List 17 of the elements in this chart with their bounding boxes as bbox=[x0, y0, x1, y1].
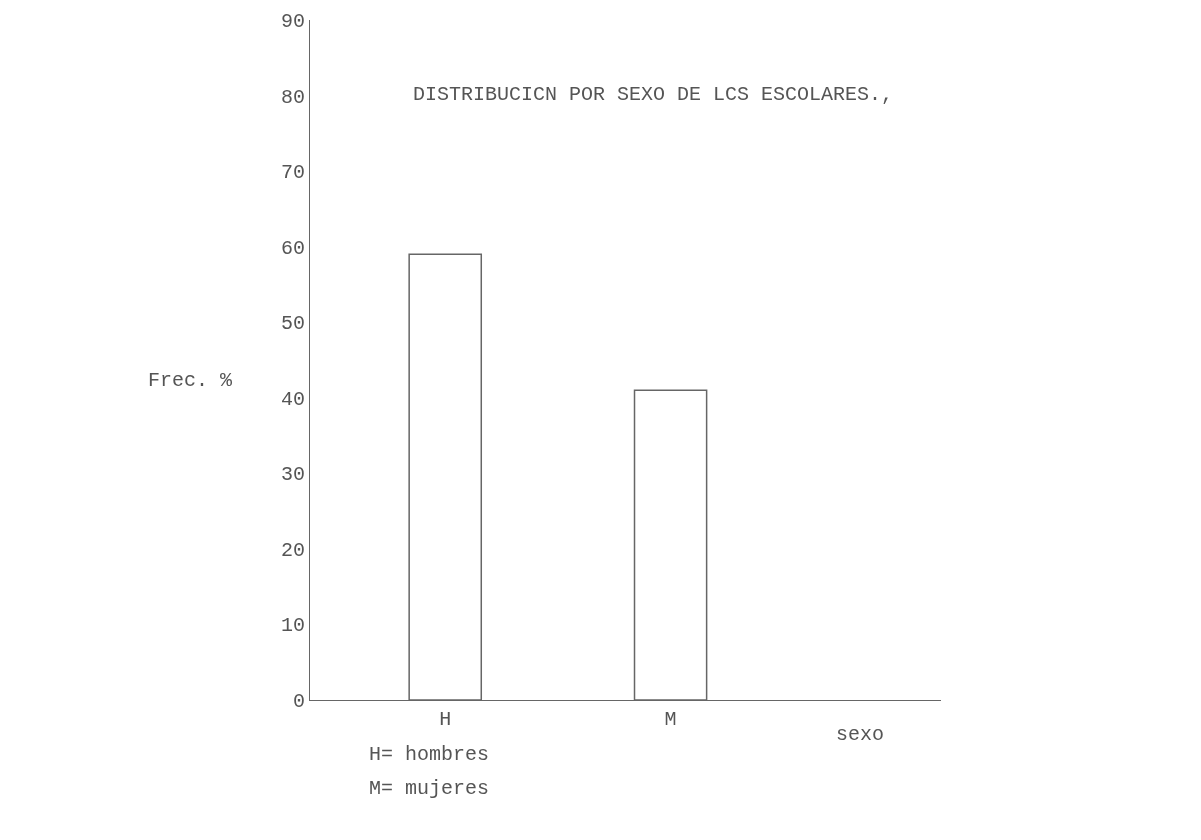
text: H= hombres bbox=[369, 743, 490, 766]
y-tick-label: 70 bbox=[280, 161, 305, 185]
x-tick-label: H bbox=[439, 708, 452, 731]
y-tick-label: 40 bbox=[280, 387, 305, 411]
y-tick-label: 0 bbox=[292, 690, 305, 713]
y-tick-label: 30 bbox=[280, 463, 305, 487]
x-tick-label: M bbox=[664, 708, 677, 731]
x-axis-title: sexo bbox=[836, 723, 885, 746]
y-tick-label: 10 bbox=[280, 614, 305, 638]
y-tick-label: 20 bbox=[280, 538, 305, 562]
y-axis-title: Frec. % bbox=[148, 369, 234, 392]
y-tick-label: 80 bbox=[280, 85, 305, 109]
y-tick-label: 60 bbox=[280, 236, 305, 260]
y-tick-label: 90 bbox=[280, 10, 305, 33]
y-tick-label: 50 bbox=[280, 312, 305, 336]
text: M= mujeres bbox=[369, 777, 490, 800]
text: DISTRIBUCICN POR SEXO DE LCS ESCOLARES., bbox=[413, 83, 894, 106]
